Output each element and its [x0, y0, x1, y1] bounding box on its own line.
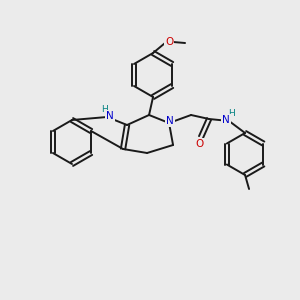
Text: H: H: [101, 106, 107, 115]
Text: O: O: [165, 37, 173, 47]
Text: O: O: [195, 139, 203, 149]
Text: N: N: [222, 115, 230, 125]
Text: H: H: [228, 109, 234, 118]
Text: N: N: [166, 116, 174, 126]
Text: N: N: [106, 111, 114, 121]
